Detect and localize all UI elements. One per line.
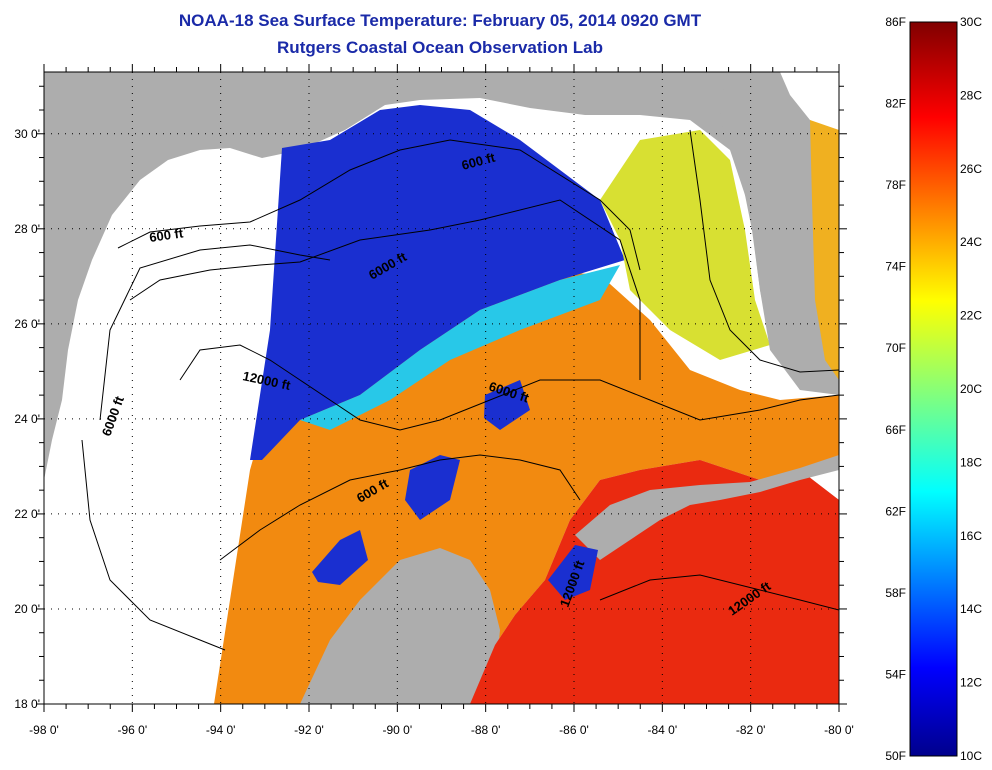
colorbar-gradient <box>909 21 958 757</box>
colorbar-c-label: 20C <box>960 382 982 396</box>
contour-line-florida <box>689 129 839 373</box>
longitude-tick-label: -80 0' <box>824 723 854 737</box>
map-panel: 600 ft 6000 ft 12000 ft 6000 ft 600 ft 6… <box>14 64 854 737</box>
yucatan-land <box>300 548 500 704</box>
colorbar-c-label: 12C <box>960 676 982 690</box>
latitude-tick-label: 22 0' <box>14 507 40 521</box>
colorbar-c-label: 24C <box>960 235 982 249</box>
florida-nodata <box>780 72 839 140</box>
colorbar-f-label: 54F <box>885 667 906 681</box>
colorbar-c-label: 18C <box>960 455 982 469</box>
map-subtitle: Rutgers Coastal Ocean Observation Lab <box>277 38 603 57</box>
longitude-labels: -98 0' -96 0' -94 0' -92 0' -90 0' -88 0' -86 … <box>29 723 854 737</box>
sst-eastern-gulf <box>600 130 770 360</box>
latitude-tick-label: 24 0' <box>14 412 40 426</box>
contour-line-6000ft <box>129 199 641 380</box>
sst-caribbean <box>470 460 839 704</box>
colorbar-f-label: 86F <box>885 15 906 29</box>
florida-land <box>720 72 839 390</box>
colorbar-f-label: 62F <box>885 504 906 518</box>
sst-cold-patch <box>548 545 598 600</box>
latitude-tick-label: 18 0' <box>14 697 40 711</box>
latitude-tick-label: 28 0' <box>14 222 40 236</box>
colorbar-f-label: 78F <box>885 178 906 192</box>
sst-cold-patch <box>405 455 460 520</box>
colorbar-f-label: 82F <box>885 97 906 111</box>
colorbar-fahrenheit-labels: 86F 82F 78F 74F 70F 66F 62F 58F 54F 50F <box>885 15 906 763</box>
contour-line-caribbean <box>599 574 839 611</box>
sst-transition-cyan <box>300 265 620 430</box>
colorbar-c-label: 10C <box>960 749 982 763</box>
longitude-tick-label: -88 0' <box>471 723 501 737</box>
colorbar-c-label: 30C <box>960 15 982 29</box>
longitude-tick-label: -86 0' <box>559 723 589 737</box>
longitude-tick-label: -98 0' <box>29 723 59 737</box>
colorbar-f-label: 58F <box>885 586 906 600</box>
contour-line-yucatan <box>219 454 581 561</box>
contour-line-12000ft <box>179 344 839 431</box>
contour-line-600ft <box>117 139 641 271</box>
longitude-tick-label: -82 0' <box>736 723 766 737</box>
latitude-tick-label: 26 0' <box>14 317 40 331</box>
latitude-tick-label: 30 0' <box>14 127 40 141</box>
colorbar-f-label: 70F <box>885 341 906 355</box>
bathymetry-contours <box>81 129 839 651</box>
longitude-tick-label: -92 0' <box>294 723 324 737</box>
colorbar-f-label: 74F <box>885 260 906 274</box>
colorbar-c-label: 22C <box>960 309 982 323</box>
colorbar-celsius-labels: 30C 28C 26C 24C 22C 20C 18C 16C 14C 12C 10C <box>960 15 982 763</box>
latitude-tick-label: 20 0' <box>14 602 40 616</box>
cuba-land <box>575 455 839 560</box>
map-title: NOAA-18 Sea Surface Temperature: Februar… <box>178 11 702 30</box>
longitude-tick-label: -96 0' <box>118 723 148 737</box>
colorbar-c-label: 28C <box>960 88 982 102</box>
sst-cold-patch <box>312 530 368 585</box>
contour-line-ring <box>99 244 331 421</box>
map-ticks <box>36 64 847 712</box>
longitude-tick-label: -90 0' <box>383 723 413 737</box>
colorbar-c-label: 16C <box>960 529 982 543</box>
colorbar-c-label: 14C <box>960 602 982 616</box>
colorbar-f-label: 50F <box>885 749 906 763</box>
colorbar: 86F 82F 78F 74F 70F 66F 62F 58F 54F 50F 30C 28C 26C… <box>885 15 982 763</box>
sst-cold-patch <box>484 380 530 430</box>
longitude-tick-label: -94 0' <box>206 723 236 737</box>
sst-cold-shelf-band <box>250 105 625 460</box>
sst-atlantic-strip <box>810 120 839 380</box>
contour-line-western-shelf <box>81 439 226 651</box>
colorbar-c-label: 26C <box>960 162 982 176</box>
latitude-labels: 18 0' 20 0' 22 0' 24 0' 26 0' 28 0' 30 0' <box>14 127 40 711</box>
graticule <box>44 72 839 704</box>
longitude-tick-label: -84 0' <box>648 723 678 737</box>
colorbar-f-label: 66F <box>885 423 906 437</box>
contour-label: 600 ft <box>148 225 184 245</box>
